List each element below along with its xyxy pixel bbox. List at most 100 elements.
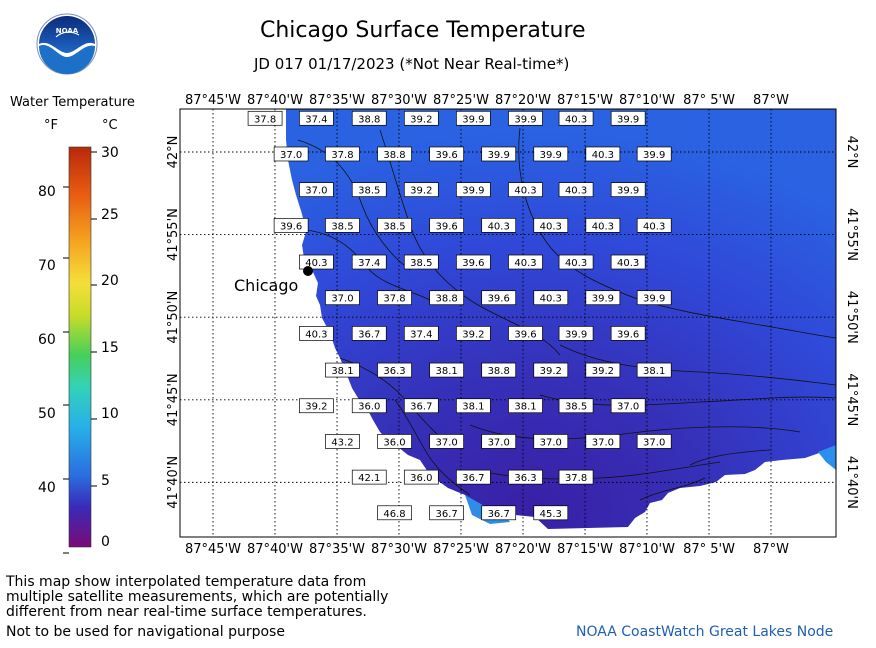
temperature-value-text: 37.0 <box>617 402 639 413</box>
temperature-value-text: 39.9 <box>514 114 536 125</box>
temperature-value-text: 39.6 <box>617 329 639 340</box>
temperature-value-box <box>533 290 569 306</box>
isotherm <box>297 139 411 271</box>
temperature-value: 39.9 <box>610 110 646 126</box>
temperature-value-text: 37.0 <box>592 437 614 448</box>
temperature-value-text: 43.2 <box>331 437 353 448</box>
temperature-value-text: 37.8 <box>331 150 353 161</box>
temperature-value: 39.2 <box>585 362 621 378</box>
disclaimer-line: This map show interpolated temperature d… <box>6 574 367 590</box>
map-frame <box>179 108 837 538</box>
map-subtitle: JD 017 01/17/2023 (*Not Near Real-time*) <box>254 55 570 73</box>
temperature-value-text: 40.3 <box>643 221 665 232</box>
temperature-value-box <box>351 469 387 485</box>
longitude-label: 87°30'W <box>371 93 427 108</box>
temperature-value-box <box>299 110 334 126</box>
temperature-value-box <box>299 326 334 341</box>
temperature-value-box <box>533 362 569 378</box>
temperature-value: 36.0 <box>351 398 387 414</box>
temperature-value: 38.8 <box>429 290 464 306</box>
temperature-value-text: 39.9 <box>643 150 665 161</box>
temperature-value-text: 36.0 <box>410 473 432 484</box>
temperature-value: 38.5 <box>351 182 387 198</box>
temperature-value-text: 40.3 <box>592 221 614 232</box>
longitude-label: 87°35'W <box>309 93 365 108</box>
temperature-value-box <box>558 469 594 485</box>
temperature-value-box <box>585 290 621 306</box>
temperature-value: 38.5 <box>558 398 594 414</box>
temperature-value-text: 36.7 <box>462 473 484 484</box>
temperature-value-box <box>636 217 672 233</box>
temperature-value-box <box>585 146 621 162</box>
temperature-value-text: 39.6 <box>435 221 457 232</box>
temperature-value: 39.6 <box>610 326 646 341</box>
temperature-value: 38.1 <box>508 398 543 414</box>
temperature-value-text: 38.5 <box>358 186 380 197</box>
temperature-value: 37.0 <box>481 434 517 449</box>
temperature-value-text: 38.8 <box>383 150 405 161</box>
temperature-value: 37.0 <box>429 434 464 449</box>
temperature-value: 38.8 <box>481 362 517 378</box>
longitude-label: 87°W <box>753 93 789 108</box>
temperature-value-text: 40.3 <box>565 114 587 125</box>
temperature-value: 39.9 <box>636 146 672 162</box>
temperature-value-box <box>403 110 439 126</box>
temperature-value: 38.1 <box>429 362 464 378</box>
temperature-value-text: 37.4 <box>305 114 327 125</box>
temperature-value: 38.8 <box>377 146 412 162</box>
legend-f-tick: 80 <box>38 184 56 200</box>
latitude-label: 41°55'N <box>166 208 181 261</box>
temperature-value-text: 36.7 <box>435 509 457 520</box>
temperature-value-box <box>377 290 412 306</box>
temperature-value-box <box>610 182 646 198</box>
temperature-value-box <box>508 110 543 126</box>
temperature-value-box <box>325 362 360 378</box>
temperature-value-box <box>429 290 464 306</box>
temperature-value: 38.1 <box>636 362 672 378</box>
temperature-value-text: 37.0 <box>643 437 665 448</box>
longitude-label: 87°45'W <box>185 542 241 557</box>
longitude-label: 87°35'W <box>309 542 365 557</box>
temperature-value-text: 40.3 <box>592 150 614 161</box>
temperature-value-box <box>377 434 412 449</box>
temperature-value-box <box>429 217 464 233</box>
temperature-value-text: 39.9 <box>462 114 484 125</box>
temperature-value-box <box>325 146 360 162</box>
latitude-label: 41°40'N <box>166 456 181 509</box>
temperature-value-text: 40.3 <box>305 258 327 269</box>
temperature-value-text: 40.3 <box>305 329 327 340</box>
temperature-value-box <box>273 146 309 162</box>
temperature-value-text: 38.1 <box>462 402 484 413</box>
longitude-label: 87° 5'W <box>683 93 735 108</box>
legend-c-tick: 30 <box>101 145 119 161</box>
longitude-label: 87° 5'W <box>683 542 735 557</box>
temperature-value-box <box>403 182 439 198</box>
temperature-value-text: 37.8 <box>383 294 405 305</box>
temperature-value-box <box>351 326 387 341</box>
temperature-value-box <box>377 217 412 233</box>
temperature-value-text: 37.0 <box>540 437 562 448</box>
temperature-value: 36.3 <box>377 362 412 378</box>
legend-f-tick: 70 <box>38 258 56 274</box>
temperature-value: 45.3 <box>533 505 569 521</box>
longitude-label: 87°20'W <box>495 93 551 108</box>
temperature-value-text: 36.0 <box>383 437 405 448</box>
temperature-value-box <box>456 469 491 485</box>
temperature-value-box <box>481 290 517 306</box>
longitude-label: 87°40'W <box>247 542 303 557</box>
temperature-value-box <box>508 469 543 485</box>
temperature-value-box <box>585 434 621 449</box>
temperature-value-box <box>585 217 621 233</box>
temperature-value-box <box>403 326 439 341</box>
temperature-value-box <box>610 326 646 341</box>
temperature-value: 39.6 <box>273 217 309 233</box>
isotherm <box>394 399 471 496</box>
temperature-value: 40.3 <box>508 182 543 198</box>
temperature-value: 39.9 <box>585 290 621 306</box>
temperature-value-text: 36.3 <box>383 366 405 377</box>
temperature-value-box <box>508 326 543 341</box>
temperature-value-box <box>481 217 517 233</box>
temperature-value: 39.9 <box>636 290 672 306</box>
temperature-value: 37.8 <box>558 469 594 485</box>
legend-c-tick: 10 <box>101 406 119 422</box>
